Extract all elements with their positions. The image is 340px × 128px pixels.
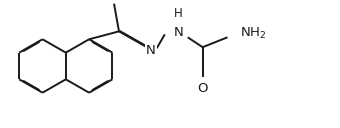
- Text: NH$_2$: NH$_2$: [240, 26, 267, 41]
- Text: H: H: [174, 7, 183, 20]
- Text: N: N: [174, 26, 184, 39]
- Text: O: O: [198, 82, 208, 95]
- Text: N: N: [146, 44, 156, 57]
